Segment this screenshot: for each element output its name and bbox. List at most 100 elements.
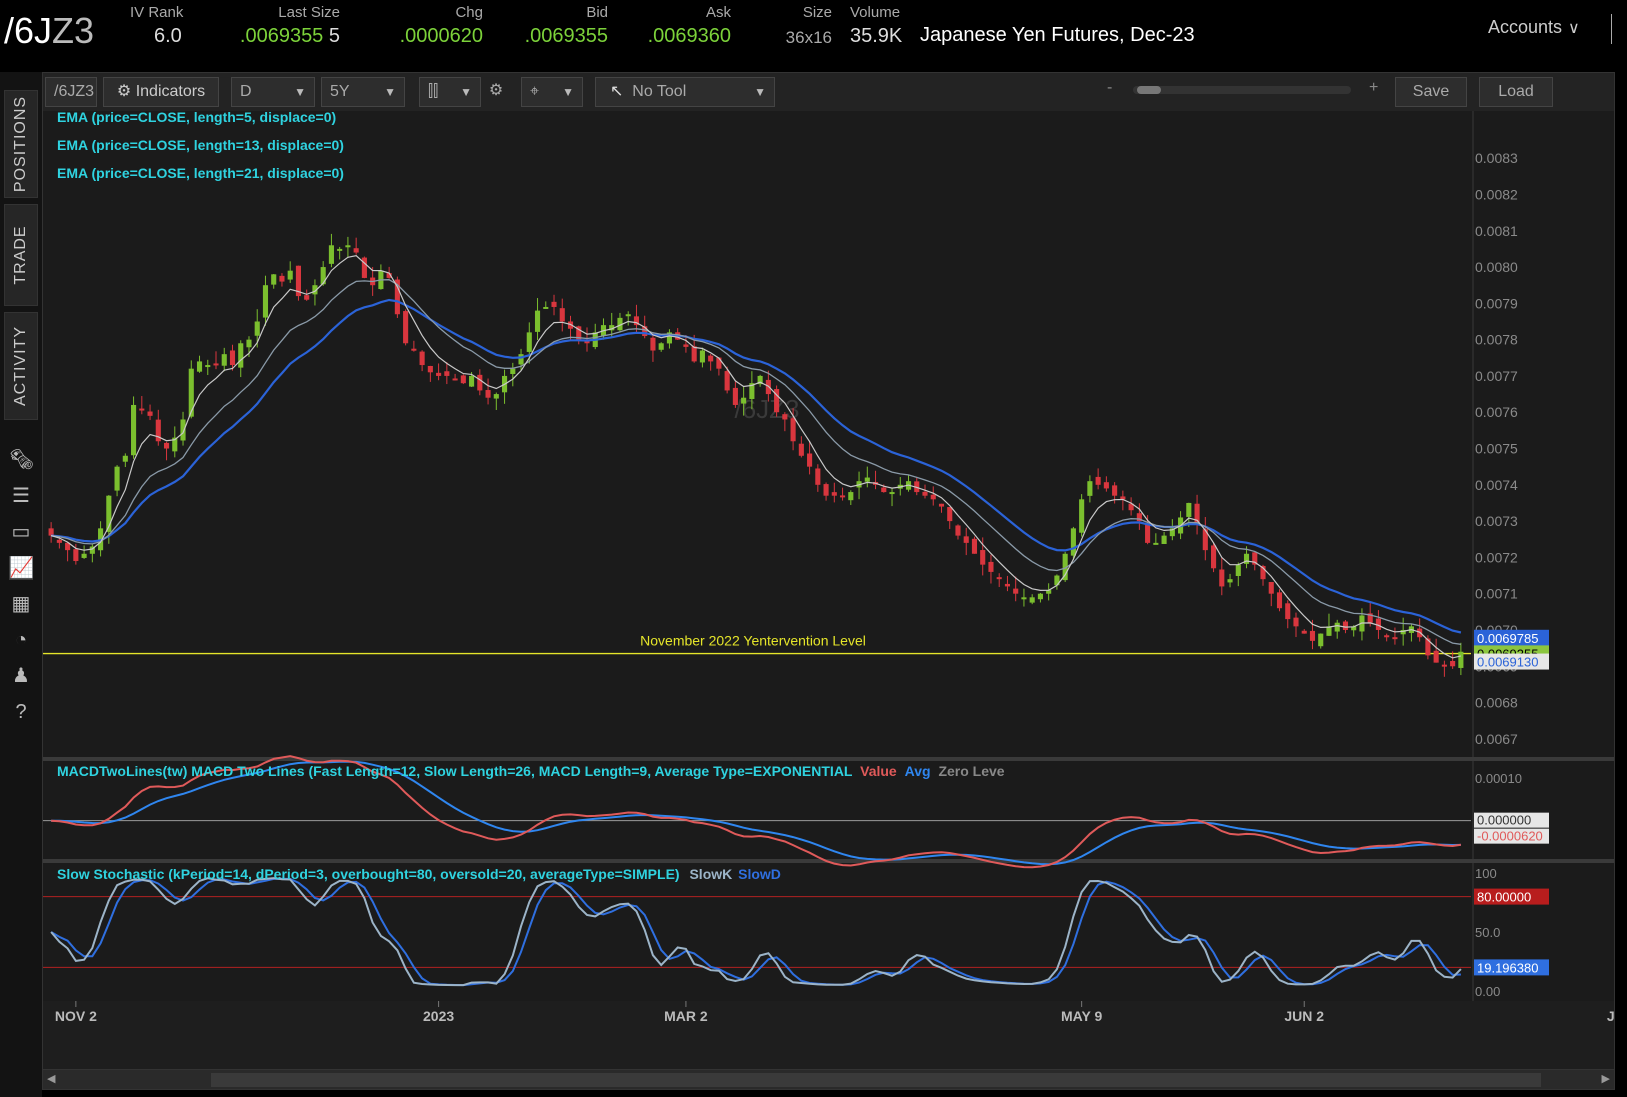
candle-down: [444, 371, 450, 376]
ema21-label[interactable]: EMA (price=CLOSE, length=21, displace=0): [57, 165, 344, 181]
symbol-field[interactable]: /6JZ3: [45, 77, 97, 107]
candle-up: [1062, 553, 1068, 581]
candle-down: [1013, 588, 1019, 594]
candle-up: [81, 553, 87, 558]
zoom-out-button[interactable]: -: [1107, 79, 1113, 96]
chart-style-select[interactable]: ⫿⫿ ▼: [419, 77, 481, 107]
bid-value[interactable]: .0069355: [524, 25, 608, 47]
tab-positions[interactable]: POSITIONS: [4, 90, 38, 198]
candle-up: [510, 368, 516, 374]
candle-down: [485, 390, 491, 398]
candle-up: [1079, 499, 1085, 533]
candle-up: [864, 477, 870, 482]
candle-down: [1392, 637, 1398, 640]
people-icon[interactable]: ♟: [12, 665, 30, 687]
candle-down: [1095, 476, 1101, 485]
zoom-slider[interactable]: [1133, 86, 1351, 94]
tv-icon[interactable]: ▭: [11, 521, 31, 543]
scroll-left-icon[interactable]: ◀: [47, 1073, 56, 1085]
last-price-badge: [1474, 629, 1549, 646]
stoch-study-label[interactable]: Slow Stochastic (kPeriod=14, dPeriod=3, …: [57, 866, 781, 882]
price-tick-label: 0.0067: [1475, 731, 1518, 747]
macd-study-label[interactable]: MACDTwoLines(tw) MACD Two Lines (Fast Le…: [57, 763, 1005, 779]
chart-icon[interactable]: 📈: [9, 556, 34, 580]
timeframe-select[interactable]: 5Y ▼: [321, 77, 405, 107]
zoom-in-button[interactable]: +: [1369, 79, 1379, 96]
ask: Ask .0069360: [625, 4, 731, 48]
time-tick-label: 2023: [423, 1008, 454, 1024]
candle-up: [518, 354, 524, 365]
stoch-k-line: [50, 877, 1462, 987]
caret-down-icon: ▼: [384, 85, 396, 99]
candle-down: [163, 442, 170, 449]
candle-down: [1219, 569, 1225, 587]
save-button[interactable]: Save: [1395, 77, 1467, 107]
news-icon[interactable]: 🗞: [9, 449, 35, 471]
zoom-slider-thumb[interactable]: [1137, 86, 1161, 94]
stoch-last-badge: [1474, 959, 1549, 976]
candle-up: [1169, 528, 1175, 537]
change-label: Chg: [455, 4, 483, 21]
load-button[interactable]: Load: [1479, 77, 1553, 107]
candle-up: [89, 546, 95, 554]
indicators-button[interactable]: ⚙ Indicators: [103, 77, 219, 107]
candle-down: [790, 418, 796, 442]
stoch-tick-label: 100: [1475, 866, 1497, 881]
ask-value[interactable]: .0069360: [647, 25, 731, 47]
gauge-icon[interactable]: ◔: [14, 629, 28, 651]
candle-up: [1037, 593, 1043, 600]
size-value: 36x16: [785, 28, 832, 47]
candle-down: [65, 542, 71, 551]
candle-down: [1268, 582, 1274, 594]
ema5-line: [50, 255, 1462, 659]
candle-up: [526, 332, 532, 352]
candle-down: [477, 374, 483, 391]
tab-trade[interactable]: TRADE: [4, 204, 38, 306]
horizontal-scrollbar[interactable]: ◀ ▶: [43, 1069, 1614, 1089]
candle-up: [1235, 564, 1241, 577]
symbol[interactable]: /6JZ3: [4, 10, 94, 52]
time-tick-label: JUN 2: [1284, 1008, 1324, 1024]
aggregation-select[interactable]: D ▼: [231, 77, 315, 107]
tool-select[interactable]: ↖ No Tool ▼: [595, 77, 775, 107]
stoch-last-text: 19.196380: [1477, 960, 1538, 975]
price-tick-label: 0.0074: [1475, 477, 1518, 493]
pointer-icon: ↖: [610, 83, 624, 100]
candle-down: [963, 536, 969, 543]
grid-icon[interactable]: ▦: [11, 593, 31, 615]
help-icon[interactable]: ?: [15, 701, 27, 723]
gear-icon[interactable]: ⚙: [488, 82, 504, 99]
candle-down: [1276, 592, 1283, 609]
candle-down: [971, 538, 978, 554]
candle-down: [353, 248, 359, 253]
candle-down: [922, 491, 928, 496]
ask-label: Ask: [705, 4, 731, 21]
scrollbar-thumb[interactable]: [211, 1073, 1541, 1087]
aggregation-value: D: [240, 83, 252, 100]
candle-up: [1458, 651, 1464, 668]
scroll-right-icon[interactable]: ▶: [1601, 1073, 1610, 1085]
drawing-select[interactable]: ⌖ ▼: [521, 77, 583, 107]
chevron-down-icon: ∨: [1568, 20, 1580, 37]
candle-up: [1400, 629, 1406, 635]
ema13-line: [51, 279, 1461, 645]
candle-down: [807, 453, 813, 467]
tab-activity[interactable]: ACTIVITY: [4, 312, 38, 420]
ema5-label[interactable]: EMA (price=CLOSE, length=5, displace=0): [57, 109, 337, 125]
candle-up: [543, 306, 549, 309]
candle-down: [955, 525, 961, 536]
chart-canvas[interactable]: 0.0083 0.0082 0.0081 0.0080 0.0079 0.0078 0.00…: [43, 111, 1614, 1069]
candle-down: [823, 484, 829, 496]
candle-down: [567, 321, 574, 329]
list-icon[interactable]: ☰: [12, 485, 30, 507]
chart-toolbar: /6JZ3 ⚙ Indicators D ▼ 5Y ▼ ⫿⫿ ▼ ⚙ ⌖ ▼ ↖ No …: [43, 73, 1614, 111]
candle-down: [213, 363, 219, 366]
accounts-menu[interactable]: Accounts ∨: [1488, 17, 1580, 38]
caret-down-icon: ▼: [754, 85, 766, 99]
candle-down: [724, 371, 730, 391]
candle-down: [155, 419, 161, 442]
candle-up: [188, 368, 194, 417]
candle-up: [1153, 542, 1159, 545]
ema13-label[interactable]: EMA (price=CLOSE, length=13, displace=0): [57, 137, 344, 153]
candle-down: [683, 344, 689, 347]
